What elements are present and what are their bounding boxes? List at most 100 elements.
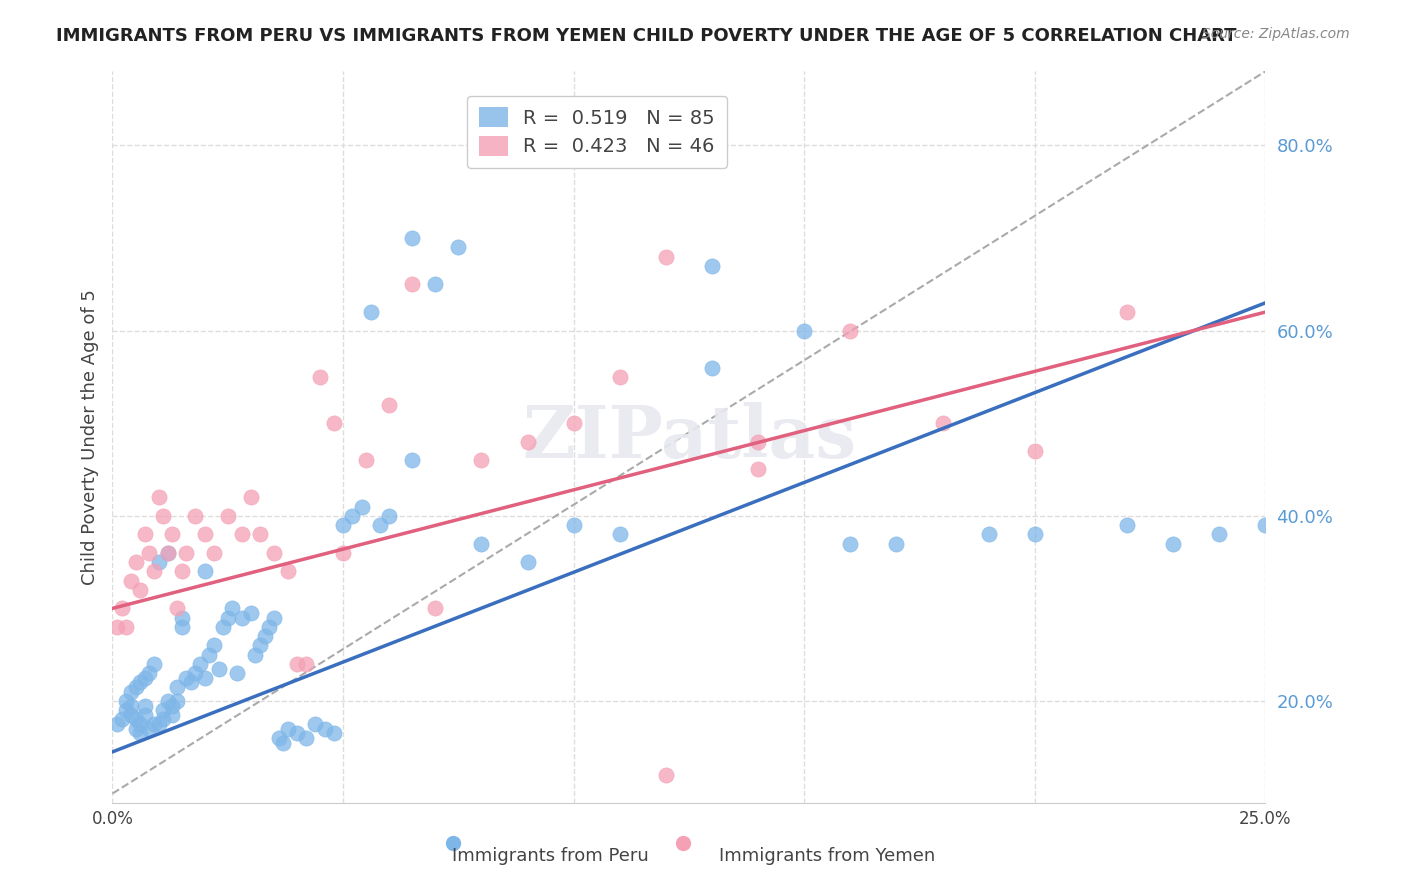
Point [1254, 518, 1277, 533]
Point [332, 518, 354, 533]
Point [368, 518, 391, 533]
Point [470, 536, 492, 550]
Point [378, 398, 401, 412]
Point [134, 698, 156, 713]
Point [129, 726, 152, 740]
Text: Immigrants from Yemen: Immigrants from Yemen [718, 847, 935, 864]
Point [470, 453, 492, 467]
Point [221, 601, 243, 615]
Point [124, 555, 146, 569]
Point [378, 508, 401, 523]
Point [170, 620, 193, 634]
Point [156, 694, 179, 708]
Point [239, 490, 262, 504]
Point [516, 555, 538, 569]
Point [1161, 536, 1184, 550]
Point [226, 666, 249, 681]
Point [354, 453, 377, 467]
Point [277, 722, 299, 736]
Point [166, 694, 188, 708]
Point [342, 508, 364, 523]
Text: IMMIGRANTS FROM PERU VS IMMIGRANTS FROM YEMEN CHILD POVERTY UNDER THE AGE OF 5 C: IMMIGRANTS FROM PERU VS IMMIGRANTS FROM … [56, 27, 1237, 45]
Point [194, 565, 217, 579]
Point [162, 707, 184, 722]
Point [401, 453, 423, 467]
Point [120, 698, 142, 713]
Point [700, 360, 723, 375]
Point [184, 508, 207, 523]
Point [793, 324, 815, 338]
Point [152, 703, 174, 717]
Point [174, 546, 197, 560]
Point [202, 546, 225, 560]
Point [156, 546, 179, 560]
Point [609, 370, 631, 384]
Point [188, 657, 211, 671]
Point [143, 657, 166, 671]
Point [309, 370, 332, 384]
Point [111, 601, 134, 615]
Point [271, 736, 294, 750]
Point [263, 546, 285, 560]
Point [156, 546, 179, 560]
Point [162, 527, 184, 541]
Legend: R =  0.519   N = 85, R =  0.423   N = 46: R = 0.519 N = 85, R = 0.423 N = 46 [467, 95, 727, 168]
Point [350, 500, 373, 514]
Point [332, 546, 354, 560]
Point [170, 610, 193, 624]
Point [120, 574, 142, 588]
Point [239, 606, 262, 620]
Point [129, 717, 152, 731]
Point [314, 722, 336, 736]
Point [138, 722, 160, 736]
Point [231, 527, 253, 541]
Point [360, 305, 382, 319]
Point [447, 240, 470, 254]
Point [839, 536, 862, 550]
Point [231, 610, 253, 624]
Point [425, 277, 447, 292]
Point [162, 698, 184, 713]
Point [249, 527, 271, 541]
Point [152, 713, 174, 727]
Point [562, 416, 585, 430]
Point [129, 675, 152, 690]
Point [245, 648, 267, 662]
Point [747, 462, 769, 476]
Point [120, 707, 142, 722]
Y-axis label: Child Poverty Under the Age of 5: Child Poverty Under the Age of 5 [80, 289, 98, 585]
Point [148, 490, 170, 504]
Point [115, 620, 138, 634]
Point [134, 707, 156, 722]
Point [105, 717, 128, 731]
Point [747, 434, 769, 449]
Point [170, 565, 193, 579]
Point [1024, 444, 1046, 458]
Point [198, 648, 221, 662]
Point [148, 717, 170, 731]
Point [259, 620, 281, 634]
Point [105, 620, 128, 634]
Point [124, 680, 146, 694]
Text: Immigrants from Peru: Immigrants from Peru [453, 847, 650, 864]
Point [143, 717, 166, 731]
Point [1116, 305, 1139, 319]
Point [839, 324, 862, 338]
Point [562, 518, 585, 533]
Point [295, 657, 318, 671]
Point [180, 675, 202, 690]
Point [194, 671, 217, 685]
Point [277, 565, 299, 579]
Point [931, 416, 953, 430]
Point [134, 527, 156, 541]
Point [138, 546, 160, 560]
Point [115, 694, 138, 708]
Point [124, 722, 146, 736]
Point [166, 680, 188, 694]
Point [143, 565, 166, 579]
Point [152, 508, 174, 523]
Point [138, 666, 160, 681]
Point [202, 639, 225, 653]
Point [1116, 518, 1139, 533]
Point [295, 731, 318, 745]
